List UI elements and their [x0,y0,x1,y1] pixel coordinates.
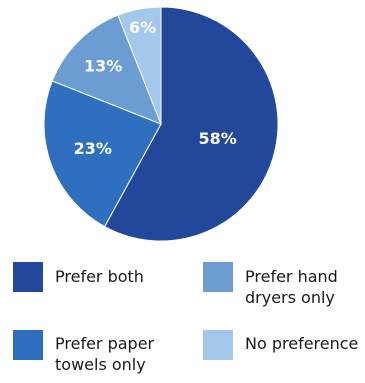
legend-label: Prefer both [55,267,144,286]
legend-item-prefer-both: Prefer both [13,262,144,292]
pie-slice [117,6,162,125]
pie-slice [103,6,279,242]
slice-value-label: 6% [129,18,156,37]
legend-item-no-preference: No preference [203,330,358,360]
legend-swatch [203,262,233,292]
slice-value-label: 58% [199,129,237,148]
legend-swatch [13,262,43,292]
legend-item-prefer-hand-dryers: Prefer hand dryers only [203,262,338,308]
pie-slice [51,14,162,125]
legend-label: No preference [245,334,359,353]
legend-swatch [203,330,233,360]
legend-swatch [13,330,43,360]
legend-item-prefer-paper-towels: Prefer paper towels only [13,330,154,375]
pie-slice [43,80,162,228]
slice-value-label: 13% [84,57,122,76]
slice-value-label: 23% [74,139,112,158]
legend-label: Prefer paper towels only [55,334,155,374]
legend-label: Prefer hand dryers only [245,267,338,307]
